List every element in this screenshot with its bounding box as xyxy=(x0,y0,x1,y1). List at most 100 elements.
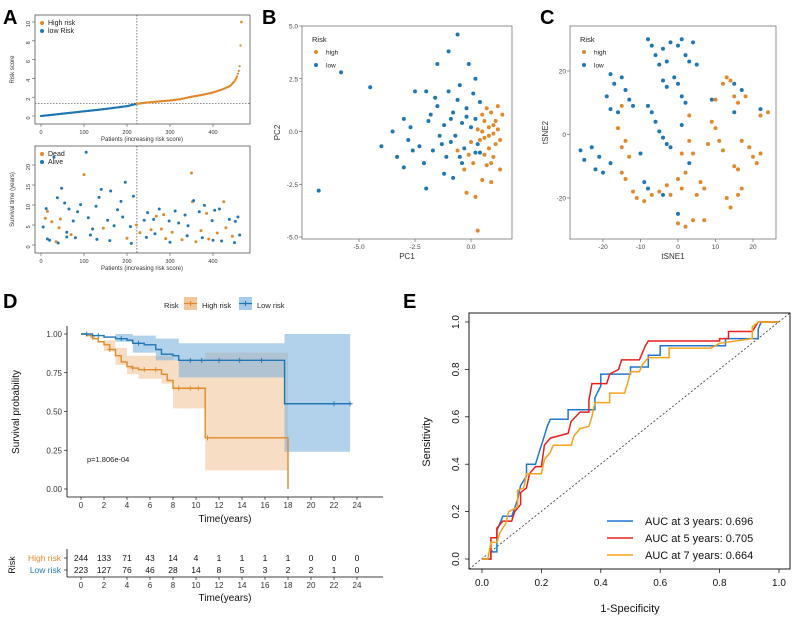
high-risk-point xyxy=(469,140,473,145)
high-risk-point xyxy=(736,192,740,197)
low-risk-point xyxy=(683,100,688,105)
low-risk-point xyxy=(406,137,411,142)
high-risk-point xyxy=(679,186,684,191)
x-tick-label: 10 xyxy=(712,244,720,251)
x-axis-label: Time(years) xyxy=(199,514,252,525)
low-risk-point xyxy=(676,81,680,86)
y-tick-label: -20 xyxy=(557,196,567,203)
low-risk-censor-mark xyxy=(95,333,101,339)
high-risk-point xyxy=(754,161,759,166)
low-risk-point xyxy=(401,116,406,121)
low-risk-point xyxy=(413,89,417,94)
alive-patient-point xyxy=(55,196,59,200)
high-risk-point xyxy=(706,142,710,147)
x-tick-label: 100 xyxy=(79,259,88,265)
high-risk-point xyxy=(473,194,478,199)
x-tick-label: 10 xyxy=(192,501,201,510)
high-risk-censor-mark xyxy=(107,347,113,352)
high-risk-point xyxy=(616,126,620,131)
risk-score-point xyxy=(235,75,239,78)
risk-table-cell: 1 xyxy=(332,565,337,575)
legend-key-line xyxy=(239,301,252,306)
high-risk-point xyxy=(623,138,628,143)
low-risk-point xyxy=(661,46,665,51)
high-risk-censor-mark xyxy=(130,365,136,371)
low-risk-point xyxy=(627,97,632,102)
low-risk-point xyxy=(679,37,684,42)
x-axis-label: PC1 xyxy=(399,252,415,261)
low-risk-point xyxy=(661,192,665,197)
low-risk-point xyxy=(408,125,413,130)
low-risk-point xyxy=(433,95,438,100)
low-risk-point xyxy=(368,85,373,90)
low-risk-point xyxy=(390,129,395,134)
x-tick-label: 18 xyxy=(284,501,293,510)
risk-table-cell: 133 xyxy=(97,553,111,563)
dead-patient-point xyxy=(199,229,203,233)
high-risk-point xyxy=(736,100,740,105)
low-risk-point xyxy=(646,37,650,42)
alive-patient-point xyxy=(129,241,133,245)
x-tick-label: 2 xyxy=(102,501,107,510)
alive-patient-point xyxy=(106,218,110,222)
low-risk-point xyxy=(457,154,462,159)
high-risk-point xyxy=(732,164,737,169)
y-tick-label: 1.0 xyxy=(451,315,462,329)
alive-patient-point xyxy=(67,207,71,211)
alive-patient-point xyxy=(97,195,101,199)
alive-patient-point xyxy=(211,238,215,242)
high-risk-point xyxy=(691,218,695,223)
low-risk-point xyxy=(661,135,665,140)
risk-score-point xyxy=(236,72,240,75)
low-risk-point xyxy=(593,167,598,172)
risk-table-x-tick-label: 10 xyxy=(192,581,201,590)
low-risk-point xyxy=(649,43,654,48)
high-risk-point xyxy=(724,196,729,200)
risk-table-cell: 4 xyxy=(194,553,199,563)
risk-table-cell: 1 xyxy=(263,553,268,563)
dead-patient-point xyxy=(134,223,138,227)
high-risk-point xyxy=(649,192,654,197)
legend-title: Risk xyxy=(312,35,327,44)
alive-patient-point xyxy=(146,211,150,215)
dead-patient-point xyxy=(50,220,54,224)
risk-table-cell: 0 xyxy=(355,553,360,563)
low-risk-point xyxy=(664,84,669,89)
high-risk-survival-curve xyxy=(81,333,289,489)
risk-table-cell: 43 xyxy=(145,553,155,563)
low-risk-point xyxy=(462,146,467,151)
low-risk-point xyxy=(448,116,453,121)
alive-patient-point xyxy=(213,208,217,212)
y-tick-label: -2.5 xyxy=(287,182,299,189)
low-risk-point xyxy=(668,145,673,150)
y-axis-label: Risk score xyxy=(10,55,16,84)
x-tick-label: 0 xyxy=(39,130,42,136)
high-risk-point xyxy=(480,112,485,117)
low-risk-point xyxy=(687,59,692,64)
risk-table-cell: 2 xyxy=(286,565,291,575)
dead-patient-point xyxy=(82,173,86,177)
risk-table-cell: 2 xyxy=(309,565,314,575)
risk-table-cell: 1 xyxy=(286,553,291,563)
risk-table-cell: 14 xyxy=(168,553,178,563)
high-risk-point xyxy=(462,167,467,172)
y-tick-label: 10 xyxy=(26,21,32,27)
alive-patient-point xyxy=(44,207,48,211)
dead-patient-point xyxy=(164,237,168,241)
low-risk-point xyxy=(672,75,677,80)
x-tick-label: 0.8 xyxy=(713,578,727,589)
legend-marker xyxy=(40,152,44,156)
high-risk-point xyxy=(498,137,503,142)
low-risk-point xyxy=(612,81,617,86)
legend-label: AUC at 5 years: 0.705 xyxy=(645,533,753,545)
legend-marker xyxy=(40,29,44,33)
low-risk-point xyxy=(687,161,692,166)
high-risk-point xyxy=(495,127,500,132)
low-risk-point xyxy=(657,129,662,134)
y-tick-label: 0.8 xyxy=(451,362,462,376)
high-risk-point xyxy=(728,78,733,83)
alive-patient-point xyxy=(227,217,231,221)
legend-marker xyxy=(40,21,44,25)
legend-label: High risk xyxy=(202,301,231,310)
